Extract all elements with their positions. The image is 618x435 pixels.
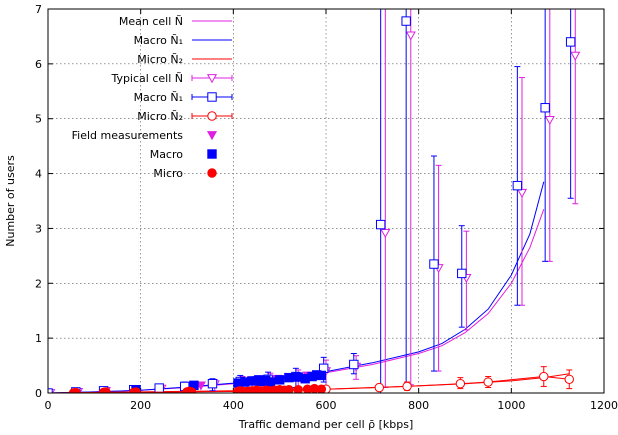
data-point bbox=[405, 31, 416, 41]
data-point bbox=[455, 378, 466, 389]
legend-entry: Macro Ñ₁ bbox=[134, 91, 233, 104]
data-point bbox=[380, 228, 391, 239]
y-tick-label: 5 bbox=[35, 113, 42, 126]
data-point bbox=[544, 115, 555, 126]
x-tick-label: 400 bbox=[223, 399, 244, 412]
data-point bbox=[564, 374, 574, 384]
data-point bbox=[154, 383, 164, 393]
x-tick-label: 600 bbox=[316, 399, 337, 412]
data-point bbox=[539, 371, 549, 382]
legend-entry: Macro Ñ₁ bbox=[134, 34, 232, 47]
legend-label: Micro bbox=[153, 167, 183, 180]
x-tick-label: 0 bbox=[45, 399, 52, 412]
data-point bbox=[349, 359, 359, 370]
grid bbox=[48, 9, 604, 393]
legend-entry: Micro Ñ₂ bbox=[137, 110, 233, 123]
data-point bbox=[71, 387, 81, 393]
data-point bbox=[457, 268, 467, 279]
legend-label: Mean cell Ñ bbox=[119, 15, 183, 28]
legend-entry: Micro bbox=[153, 167, 217, 180]
data-point bbox=[265, 377, 276, 387]
legend-marker bbox=[207, 92, 217, 102]
data-point bbox=[131, 387, 141, 393]
series-mean_macro bbox=[48, 181, 545, 393]
line-mean_cell bbox=[48, 209, 545, 393]
data-point bbox=[101, 387, 111, 393]
legend-marker bbox=[207, 149, 217, 159]
data-point bbox=[375, 219, 386, 230]
x-tick-label: 1200 bbox=[590, 399, 618, 412]
legend-entry: Typical cell Ñ bbox=[110, 72, 233, 85]
series-field_micro bbox=[68, 383, 327, 393]
data-point bbox=[284, 385, 294, 393]
legend-label: Micro Ñ₂ bbox=[137, 53, 183, 66]
x-tick-label: 1000 bbox=[497, 399, 525, 412]
data-point bbox=[316, 370, 327, 381]
legend-marker bbox=[207, 111, 217, 121]
y-tick-label: 0 bbox=[35, 387, 42, 400]
legend-entry: Micro Ñ₂ bbox=[137, 53, 232, 66]
legend-label: Micro Ñ₂ bbox=[137, 110, 183, 123]
y-tick-label: 6 bbox=[35, 58, 42, 71]
series-mean_cell bbox=[48, 209, 545, 393]
data-point bbox=[274, 375, 285, 385]
legend-label: Macro bbox=[150, 148, 184, 161]
legend-marker bbox=[206, 131, 218, 141]
data-point bbox=[516, 188, 528, 199]
legend-marker bbox=[207, 168, 217, 178]
data-point bbox=[316, 384, 327, 393]
x-axis-label: Traffic demand per cell ρ̄ [kbps] bbox=[238, 418, 414, 431]
legend-marker bbox=[206, 74, 218, 84]
data-point bbox=[186, 387, 197, 393]
data-point bbox=[570, 51, 581, 61]
series-typical_cell bbox=[48, 9, 581, 393]
data-point bbox=[402, 381, 412, 392]
data-point bbox=[429, 259, 439, 269]
legend-entry: Field measurements bbox=[72, 129, 218, 142]
legend-entry: Mean cell Ñ bbox=[119, 15, 232, 28]
legend-label: Macro Ñ₁ bbox=[134, 34, 183, 47]
x-tick-label: 800 bbox=[408, 399, 429, 412]
y-tick-label: 1 bbox=[35, 332, 42, 345]
data-point bbox=[512, 180, 523, 191]
y-tick-label: 4 bbox=[35, 168, 42, 181]
data-point bbox=[483, 377, 493, 387]
data-point bbox=[195, 381, 206, 391]
line-mean_macro bbox=[48, 181, 545, 393]
plot-area bbox=[48, 9, 581, 393]
data-point bbox=[284, 372, 294, 383]
legend: Mean cell Ñ Macro Ñ₁ Micro Ñ₂ Typical cell … bbox=[72, 15, 233, 180]
axes: 0 200 400 600 800 1000 1200 0 1 2 3 4 5 6 7 bbox=[35, 3, 618, 412]
x-tick-label: 200 bbox=[130, 399, 151, 412]
y-axis-label: Number of users bbox=[4, 155, 17, 247]
y-tick-label: 7 bbox=[35, 3, 42, 16]
legend-entry: Macro bbox=[150, 148, 217, 161]
data-point bbox=[540, 103, 550, 113]
data-point bbox=[401, 16, 411, 26]
y-tick-label: 3 bbox=[35, 222, 42, 235]
data-point bbox=[293, 385, 303, 393]
data-point bbox=[374, 382, 384, 393]
legend-label: Typical cell Ñ bbox=[110, 72, 183, 85]
data-point bbox=[207, 378, 218, 389]
data-point bbox=[565, 37, 576, 47]
legend-label: Macro Ñ₁ bbox=[134, 91, 183, 104]
legend-label: Field measurements bbox=[72, 129, 184, 142]
plot-frame bbox=[47, 8, 605, 394]
series-typical_macro bbox=[48, 9, 576, 393]
y-tick-label: 2 bbox=[35, 277, 42, 290]
